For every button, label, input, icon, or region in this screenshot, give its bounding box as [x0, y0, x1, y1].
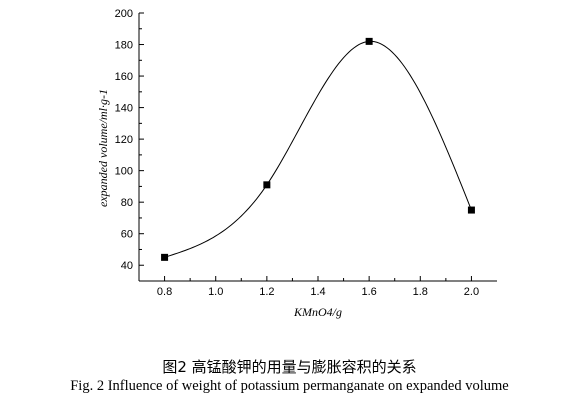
x-tick-label: 1.8	[413, 286, 428, 298]
x-tick-label: 2.0	[464, 286, 479, 298]
y-axis-label: expanded volume/ml·g-1	[96, 89, 110, 207]
x-tick-label: 0.8	[157, 286, 172, 298]
data-markers	[161, 37, 475, 261]
y-tick-label: 140	[115, 103, 133, 115]
x-axis-ticks: 0.8 1.0 1.2 1.4 1.6 1.8 2.0	[157, 276, 479, 298]
x-axis-label-text: KMnO4/g	[293, 305, 342, 319]
data-curve	[164, 40, 472, 258]
axes	[138, 13, 497, 282]
x-tick-label: 1.4	[310, 286, 325, 298]
y-tick-label: 200	[115, 8, 133, 20]
y-tick-label: 120	[115, 134, 133, 146]
figure-caption-english: Fig. 2 Influence of weight of potassium …	[70, 378, 509, 394]
y-tick-label: 60	[121, 229, 133, 241]
x-tick-label: 1.0	[208, 286, 223, 298]
x-tick-label: 1.6	[361, 286, 376, 298]
data-point-marker	[365, 37, 373, 45]
data-point-marker	[467, 206, 475, 214]
figure-caption-chinese: 图2 高锰酸钾的用量与膨胀容积的关系	[162, 358, 417, 376]
y-tick-label: 40	[121, 260, 133, 272]
data-point-marker	[161, 253, 169, 261]
y-axis-label-text: expanded volume/ml·g-1	[96, 89, 110, 207]
y-tick-label: 100	[115, 166, 133, 178]
x-axis-label: KMnO4/g	[293, 305, 342, 319]
y-tick-label: 180	[115, 40, 133, 52]
data-point-marker	[263, 181, 271, 189]
x-tick-label: 1.2	[259, 286, 274, 298]
y-axis-ticks: 40 60 80 100 120 140 160 180 200	[115, 8, 144, 272]
chart-svg: 0.8 1.0 1.2 1.4 1.6 1.8 2.0 40 60 80 100 120 140 160…	[96, 8, 497, 319]
y-tick-label: 160	[115, 71, 133, 83]
y-tick-label: 80	[121, 197, 133, 209]
